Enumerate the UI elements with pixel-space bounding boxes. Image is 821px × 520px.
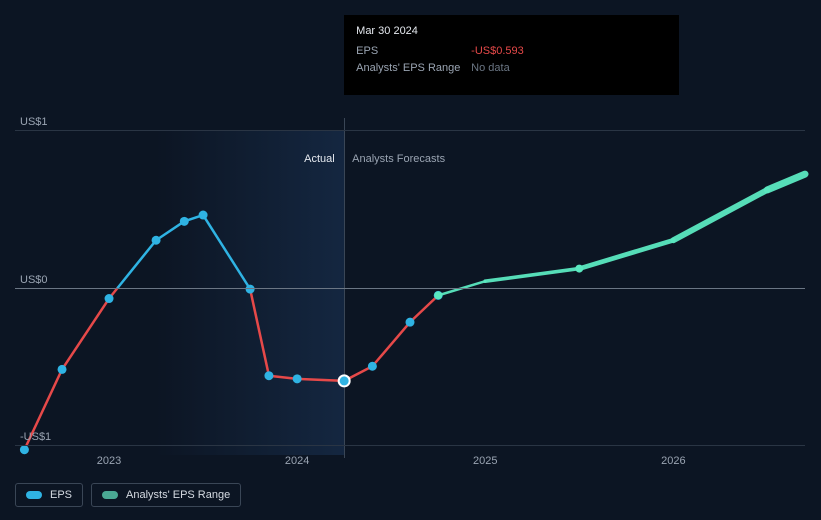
legend-swatch: [26, 491, 42, 499]
y-axis-label: -US$1: [20, 431, 51, 443]
x-axis-label: 2023: [97, 455, 121, 467]
tooltip-key: EPS: [356, 43, 471, 60]
y-axis-label: US$1: [20, 116, 48, 128]
gridline: [15, 445, 805, 446]
chart-tooltip: Mar 30 2024 EPS -US$0.593 Analysts' EPS …: [344, 15, 679, 95]
tooltip-date: Mar 30 2024: [356, 23, 667, 40]
tooltip-value: -US$0.593: [471, 43, 524, 60]
legend-swatch: [102, 491, 118, 499]
legend-label: Analysts' EPS Range: [126, 489, 230, 501]
tooltip-key: Analysts' EPS Range: [356, 60, 471, 77]
chart-svg: [15, 130, 805, 450]
legend-label: EPS: [50, 489, 72, 501]
chart-legend: EPS Analysts' EPS Range: [15, 483, 241, 507]
legend-item-range[interactable]: Analysts' EPS Range: [91, 483, 241, 507]
gridline: [15, 130, 805, 131]
gridline: [15, 288, 805, 289]
y-axis-label: US$0: [20, 274, 48, 286]
legend-item-eps[interactable]: EPS: [15, 483, 83, 507]
x-axis-label: 2024: [285, 455, 309, 467]
tooltip-row-eps: EPS -US$0.593: [356, 43, 667, 60]
tooltip-row-range: Analysts' EPS Range No data: [356, 60, 667, 77]
x-axis-label: 2026: [661, 455, 685, 467]
eps-chart: Actual Analysts Forecasts Mar 30 2024 EP…: [15, 15, 805, 505]
tooltip-value: No data: [471, 60, 510, 77]
x-axis-label: 2025: [473, 455, 497, 467]
